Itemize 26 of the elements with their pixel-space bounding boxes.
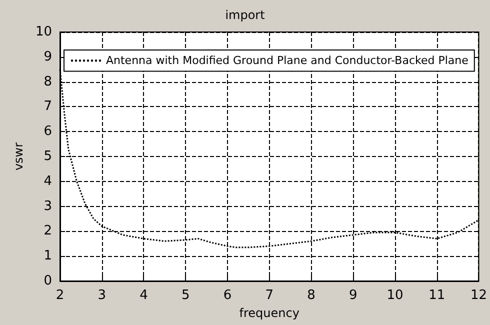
x-tick-label: 4	[140, 288, 148, 303]
x-tick-label: 7	[265, 288, 274, 303]
y-tick-label: 2	[44, 224, 52, 239]
y-axis-title: vswr	[12, 142, 26, 171]
y-tick-label: 7	[44, 99, 52, 114]
y-tick-label: 1	[44, 248, 52, 264]
y-tick-label: 0	[44, 274, 52, 288]
x-tick-label: 3	[98, 288, 106, 303]
y-tick-label: 3	[44, 198, 52, 214]
x-tick-label: 11	[428, 288, 446, 303]
y-tick-label: 10	[35, 24, 52, 40]
y-tick-label: 5	[44, 149, 52, 164]
x-tick-label: 10	[386, 288, 404, 303]
legend-label: Antenna with Modified Ground Plane and Conductor-Backed Plane	[106, 54, 469, 68]
chart-title: import	[225, 8, 266, 22]
x-tick-label: 12	[470, 288, 487, 303]
y-tick-label: 8	[44, 74, 52, 90]
x-axis-title: frequency	[239, 306, 300, 320]
y-tick-label: 6	[44, 124, 52, 140]
y-tick-label: 9	[44, 49, 52, 64]
y-tick-label: 4	[44, 174, 52, 189]
x-tick-label: 9	[348, 288, 358, 303]
x-tick-label: 6	[223, 288, 232, 303]
x-tick-label: 5	[181, 288, 190, 303]
x-tick-label: 2	[56, 288, 64, 303]
x-tick-label: 8	[307, 288, 316, 303]
